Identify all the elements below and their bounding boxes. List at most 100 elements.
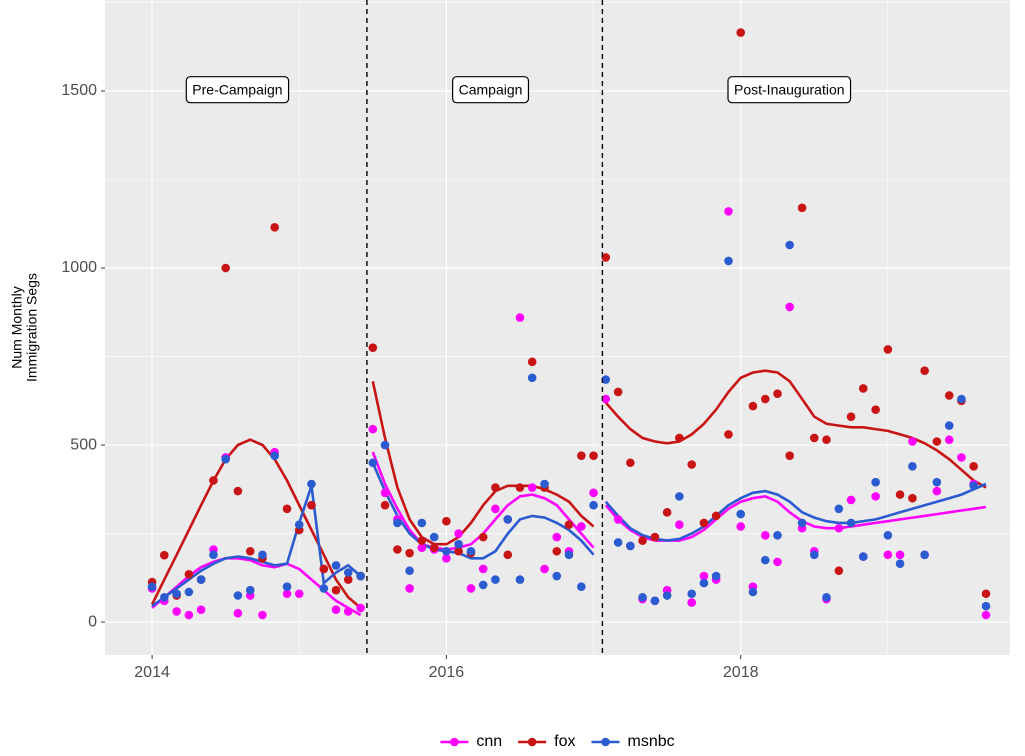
point (785, 451, 795, 460)
point (233, 486, 243, 496)
point (527, 357, 537, 367)
point (626, 458, 635, 468)
point (380, 440, 390, 450)
point (527, 483, 537, 492)
y-tick-label: 1000 (61, 259, 97, 276)
point (282, 504, 292, 514)
point (797, 203, 807, 213)
point (773, 389, 782, 399)
point (957, 394, 966, 404)
point (478, 532, 488, 542)
legend-key-point (601, 737, 610, 747)
point (417, 518, 427, 528)
point (393, 545, 402, 554)
point (908, 493, 917, 503)
point (944, 435, 954, 445)
point (319, 564, 329, 574)
x-tick-label: 2016 (429, 664, 465, 681)
point (356, 603, 365, 613)
point (785, 240, 795, 250)
point (846, 518, 856, 528)
point (626, 541, 635, 551)
point (736, 509, 746, 519)
point (184, 587, 194, 597)
point (748, 587, 758, 597)
point (540, 479, 549, 489)
legend-label: cnn (476, 733, 502, 750)
point (711, 511, 721, 521)
point (343, 575, 353, 584)
trend-line (371, 462, 595, 560)
point (981, 610, 991, 620)
point (834, 566, 844, 576)
y-axis-label: Immigration Segs (24, 273, 40, 382)
point (258, 610, 267, 620)
point (515, 483, 525, 492)
point (613, 387, 623, 397)
point (773, 531, 782, 540)
point (356, 571, 365, 581)
point (307, 500, 316, 510)
point (883, 550, 893, 560)
point (196, 575, 206, 584)
point (331, 605, 341, 614)
point (380, 488, 390, 498)
point (172, 607, 181, 616)
point (687, 460, 697, 469)
point (405, 548, 414, 558)
point (871, 477, 880, 487)
point (577, 522, 586, 531)
point (478, 580, 488, 590)
point (417, 536, 427, 545)
point (895, 550, 905, 560)
point (503, 550, 513, 560)
point (834, 523, 844, 533)
point (760, 394, 770, 404)
point (981, 589, 991, 599)
point (785, 302, 795, 312)
annotation-box (452, 76, 530, 104)
point (429, 543, 439, 553)
annotation-label: Pre-Campaign (192, 82, 282, 98)
point (711, 571, 721, 581)
point (294, 520, 304, 530)
point (491, 504, 500, 514)
point (552, 571, 562, 581)
point (196, 605, 206, 614)
trend-line (150, 438, 362, 609)
point (270, 451, 279, 460)
point (846, 495, 856, 505)
point (895, 490, 905, 499)
trend-line (151, 485, 362, 608)
point (846, 412, 856, 422)
point (294, 589, 304, 599)
point (760, 555, 770, 565)
point (822, 435, 831, 445)
point (601, 375, 611, 384)
point (724, 430, 733, 439)
point (282, 589, 292, 599)
point (577, 451, 586, 460)
point (834, 504, 844, 514)
point (405, 584, 414, 593)
point (920, 366, 929, 375)
point (503, 515, 513, 524)
point (613, 538, 623, 547)
point (245, 585, 255, 595)
point (809, 550, 819, 560)
point (871, 492, 880, 501)
annotation-box (185, 76, 290, 104)
point (589, 500, 598, 510)
point (515, 313, 525, 322)
annotation-box (727, 76, 852, 104)
point (662, 508, 672, 517)
point (515, 575, 525, 584)
point (466, 584, 476, 593)
point (160, 592, 169, 602)
point (209, 476, 218, 485)
point (442, 546, 451, 556)
annotation-label: Campaign (459, 82, 523, 98)
point (601, 253, 611, 262)
point (491, 483, 500, 492)
